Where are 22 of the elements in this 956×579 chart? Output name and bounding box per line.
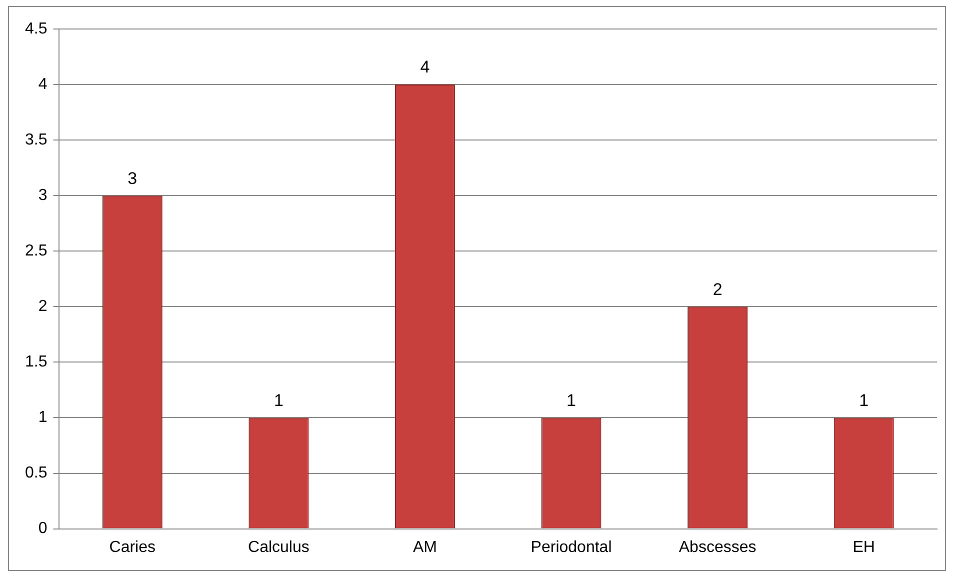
x-tick-label: Calculus [248,538,310,556]
y-tick-label: 3 [38,187,48,204]
data-label: 2 [712,280,722,299]
x-tick-label: EH [852,538,875,556]
y-tick-label: 0 [38,520,48,538]
data-label: 1 [566,390,576,410]
y-tick-label: 3.5 [24,131,48,148]
data-label: 3 [128,168,138,188]
y-tick-label: 1 [38,409,48,426]
y-tick-label: 2 [38,298,48,316]
y-tick-label: 4 [38,76,48,93]
x-tick-label: Abscesses [678,538,756,556]
y-tick-label: 1.5 [24,354,48,371]
x-tick-label: AM [412,538,437,556]
x-tick-label: Caries [109,538,156,556]
data-label: 1 [859,390,869,410]
data-label: 1 [274,390,284,410]
y-tick-label: 4.5 [24,20,48,38]
y-tick-label: 0.5 [24,464,48,482]
y-tick-label: 2.5 [24,242,48,260]
data-label: 4 [420,58,430,77]
x-tick-label: Periodontal [530,538,612,556]
